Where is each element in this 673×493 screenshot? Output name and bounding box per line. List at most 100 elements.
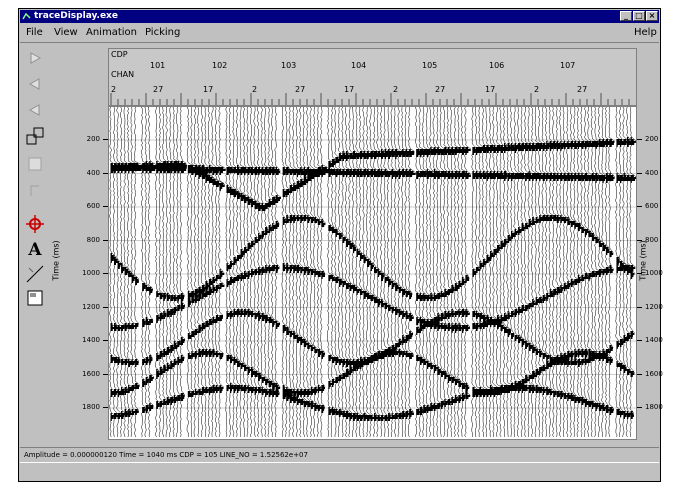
trace-fill [314,169,325,411]
seismic-trace [228,107,237,438]
time-tick-label: 1200 [82,302,100,311]
time-tick-label: 400 [86,168,100,177]
time-tick [637,373,642,375]
trace-fill [356,153,363,421]
trace-fill [458,147,464,403]
trace-fill [282,167,289,399]
trace-fill [440,149,447,409]
seismic-trace [506,107,516,438]
app-icon [22,12,31,21]
seismic-trace [169,107,178,438]
trace-fill [286,167,292,401]
trace-fill [233,167,240,393]
seismic-trace [429,107,437,438]
play-left-icon[interactable] [24,73,46,95]
tool-palette: A [20,43,50,447]
trace-fill [128,163,138,417]
trace-fill [503,143,512,393]
time-tick-label: 600 [86,202,100,210]
seismic-trace [369,107,379,438]
play-right-icon[interactable] [24,47,46,69]
time-tick-label: 400 [645,168,659,177]
status-bar-empty [20,462,659,481]
time-tick-label: 1800 [82,403,100,411]
chan-value: 17 [203,85,214,94]
trace-fill [251,167,257,393]
trace-fill [240,167,246,391]
trace-fill [114,163,126,419]
trace-fill [191,165,203,397]
trace-fill [591,141,598,409]
seismic-trace [534,107,541,438]
seismic-trace [193,107,205,438]
seismic-traces [109,107,636,438]
draw-line-icon[interactable] [24,263,46,285]
trace-fill [542,143,549,395]
trace-fill [307,167,313,407]
trace-fill [244,167,250,393]
step-left-icon[interactable] [24,99,46,121]
trace-fill [426,149,435,413]
trace-fill [352,151,359,421]
seismic-trace [387,107,395,438]
trace-fill [121,163,132,419]
cdp-value: 107 [560,61,576,70]
chan-label: CHAN [111,70,135,79]
time-tick-label: 1800 [645,403,663,411]
color-box-icon[interactable] [24,287,46,309]
minimize-button[interactable]: _ [620,11,632,21]
seismic-trace [320,107,330,438]
text-icon[interactable]: A [28,240,42,260]
trace-fill [521,143,528,393]
time-tick [637,340,642,341]
seismic-trace [488,107,499,438]
pan-icon[interactable] [24,153,46,175]
seismic-trace [555,107,565,438]
trace-fill [395,149,402,419]
menu-view[interactable]: View [54,27,78,38]
trace-fill [588,141,595,407]
maximize-button[interactable]: □ [633,11,645,21]
seismic-canvas[interactable] [108,106,637,440]
seismic-trace [365,107,377,438]
trace-fill [472,147,479,397]
right-axis-label: Time (ms) [638,240,648,281]
seismic-trace [418,107,426,438]
chan-value: 27 [295,85,306,94]
trace-fill [321,165,329,413]
menu-file[interactable]: File [26,27,43,38]
trace-header: CDP CHAN 101 102 103 104 105 106 107 2 2… [108,48,637,106]
seismic-trace [531,107,539,438]
status-bar: Amplitude = 0.000000120 Time = 1040 ms C… [20,447,659,461]
seismic-trace [436,107,444,438]
trace-fill [374,151,383,421]
zoom-icon[interactable] [24,125,46,147]
trace-fill [275,167,281,397]
window-title: traceDisplay.exe [34,11,118,21]
title-bar[interactable]: traceDisplay.exe _ □ × [20,10,659,23]
seismic-trace [390,107,398,437]
seismic-trace [235,107,243,438]
trace-fill [419,149,426,415]
move-icon[interactable] [24,179,46,201]
menu-picking[interactable]: Picking [145,27,181,38]
seismic-trace [179,107,187,438]
time-tick [103,306,108,308]
trace-fill [254,167,260,395]
time-tick [103,172,108,174]
seismic-trace [446,107,454,438]
close-button[interactable]: × [646,11,658,21]
time-tick-label: 200 [645,135,659,143]
menu-help[interactable]: Help [634,27,657,38]
chan-value: 27 [153,85,164,94]
cdp-value: 105 [422,61,438,70]
menu-animation[interactable]: Animation [86,27,137,38]
seismic-trace [197,107,206,438]
time-tick-label: 1000 [645,269,663,277]
trace-fill [177,161,185,401]
time-tick [103,340,108,341]
time-tick-label: 800 [645,235,659,244]
trace-fill [609,139,615,415]
seismic-trace [495,107,504,438]
target-icon[interactable] [24,213,46,235]
